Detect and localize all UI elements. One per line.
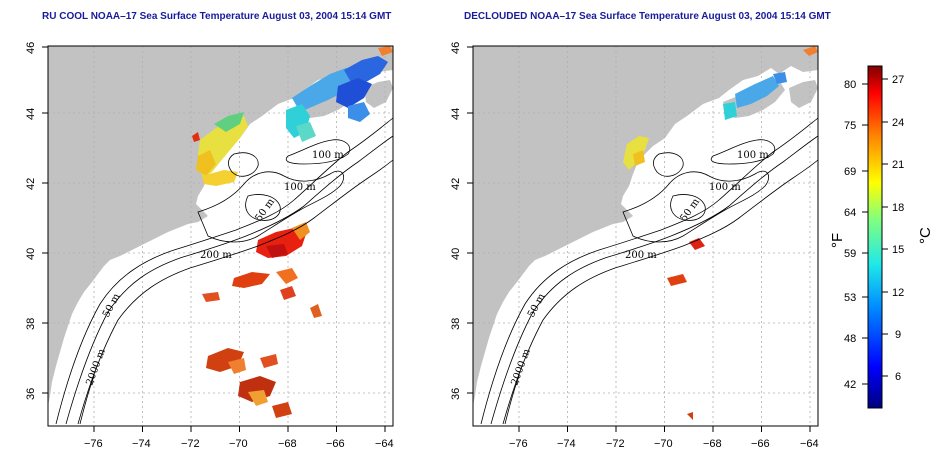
fahrenheit-unit-label: °F [829,233,846,248]
lat-tick-42: 42 [450,178,462,190]
celsius-tick-15: 15 [892,244,904,256]
lat-tick-46: 46 [25,42,37,54]
celsius-tick-9: 9 [895,329,901,341]
celsius-tick-27: 27 [892,74,904,86]
lat-tick-36: 36 [25,388,37,400]
left-map-title: RU COOL NOAA–17 Sea Surface Temperature … [42,11,392,22]
lon-tick-72: −72 [181,438,200,450]
celsius-unit-label: °C [917,227,934,244]
map-frame [47,45,394,427]
lat-tick-38: 38 [450,318,462,330]
celsius-tick-21: 21 [892,159,904,171]
lon-tick-74: −74 [132,438,151,450]
lat-tick-42: 42 [25,178,37,190]
lon-tick-66: −66 [326,438,345,450]
lat-tick-40: 40 [25,248,37,260]
contour-label-200m: 200 m [625,250,657,261]
sst-data-left [192,46,393,418]
left-map-axes: −76 −74 −72 −70 −68 −66 −64 36 38 40 42 … [25,42,394,450]
lon-tick-70: −70 [229,438,248,450]
lat-tick-40: 40 [450,248,462,260]
lon-tick-70: −70 [654,438,673,450]
lon-tick-74: −74 [557,438,576,450]
lon-tick-76: −76 [84,438,103,450]
lon-tick-64: −64 [800,438,819,450]
celsius-tick-18: 18 [892,202,904,214]
right-map-axes: −76 −74 −72 −70 −68 −66 −64 36 38 40 42 … [450,42,819,450]
fahrenheit-tick-59: 59 [844,248,856,260]
right-map-title: DECLOUDED NOAA–17 Sea Surface Temperatur… [464,11,831,22]
lat-tick-36: 36 [450,388,462,400]
lon-tick-66: −66 [751,438,770,450]
contour-label-200m: 200 m [200,250,232,261]
fahrenheit-tick-69: 69 [844,166,856,178]
lon-tick-68: −68 [278,438,297,450]
colorbar: 80 75 69 64 59 53 48 42 27 24 21 18 15 1… [829,65,934,409]
fahrenheit-tick-64: 64 [844,207,856,219]
celsius-tick-24: 24 [892,117,904,129]
lon-tick-72: −72 [606,438,625,450]
contour-label-100m-north: 100 m [312,150,344,161]
contour-label-100m-mid: 100 m [709,182,741,193]
lat-tick-38: 38 [25,318,37,330]
contour-label-100m-mid: 100 m [284,182,316,193]
lon-tick-76: −76 [509,438,528,450]
sst-data-right [623,46,818,420]
lon-tick-68: −68 [703,438,722,450]
lat-tick-46: 46 [450,42,462,54]
fahrenheit-tick-75: 75 [844,120,856,132]
lon-tick-64: −64 [375,438,394,450]
celsius-tick-12: 12 [892,287,904,299]
lat-tick-44: 44 [450,108,462,120]
lat-tick-44: 44 [25,108,37,120]
celsius-tick-6: 6 [895,371,901,383]
right-map-panel: 100 m 100 m 50 m 200 m 50 m 2000 m [472,45,819,427]
fahrenheit-tick-53: 53 [844,292,856,304]
map-frame [472,45,819,427]
fahrenheit-tick-80: 80 [844,79,856,91]
fahrenheit-tick-48: 48 [844,333,856,345]
left-map-panel: 100 m 100 m 50 m 200 m 50 m 2000 m [47,45,394,427]
colorbar-gradient [867,65,883,409]
fahrenheit-tick-42: 42 [844,379,856,391]
contour-label-100m-north: 100 m [737,150,769,161]
